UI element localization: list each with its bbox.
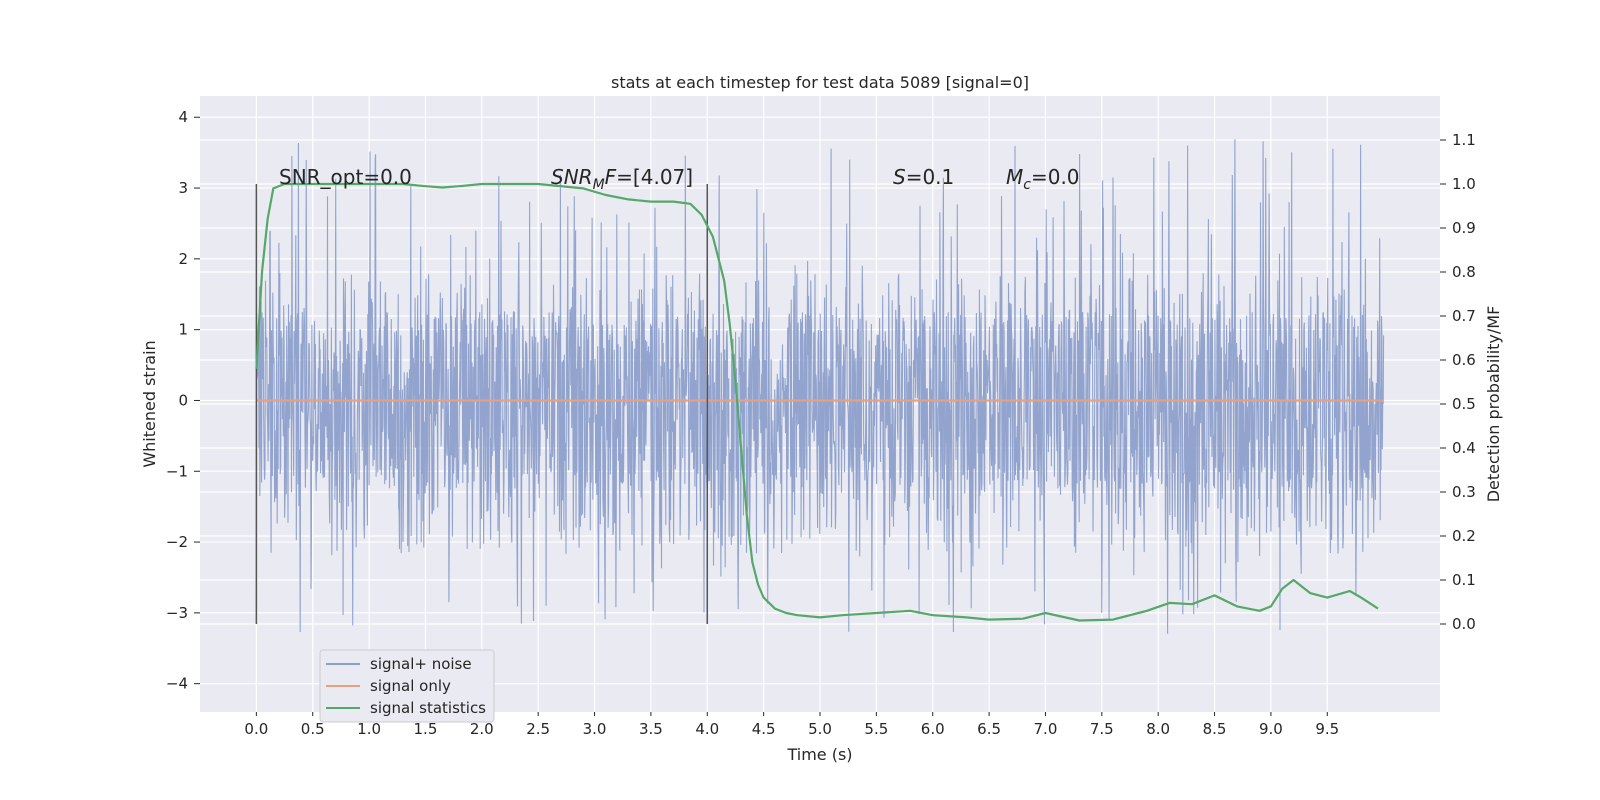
y2-tick-label-0: 1.1 <box>1452 131 1476 149</box>
annotation-mc-value: =0.0 <box>1031 165 1080 189</box>
y-tick-label-5: −1 <box>166 462 188 480</box>
noise-series <box>255 139 1385 634</box>
legend-entry-noise: signal+ noise <box>370 655 472 673</box>
y2-tick-label-8: 0.3 <box>1452 483 1476 501</box>
y-tick-label-1: 3 <box>178 179 188 197</box>
x-tick-label-10: 5.0 <box>808 720 832 738</box>
x-tick-label-12: 6.0 <box>921 720 945 738</box>
x-tick-label-15: 7.5 <box>1090 720 1114 738</box>
y2-tick-labels: 1.1 1.0 0.9 0.8 0.7 0.6 0.5 0.4 0.3 0.2 0.1 0.0 <box>1440 131 1476 633</box>
x-tick-label-11: 5.5 <box>864 720 888 738</box>
legend: signal+ noise signal only signal statist… <box>319 649 495 723</box>
y2-tick-label-3: 0.8 <box>1452 263 1476 281</box>
y-tick-label-0: 4 <box>178 108 188 126</box>
x-tick-label-9: 4.5 <box>752 720 776 738</box>
x-tick-label-4: 2.0 <box>470 720 494 738</box>
legend-box <box>319 649 495 723</box>
y-axis-label: Whitened strain <box>140 340 159 467</box>
annotation-snr-mf-f: F <box>605 165 617 189</box>
annotation-mc-main: M <box>1006 165 1023 189</box>
x-tick-label-14: 7.0 <box>1034 720 1058 738</box>
y2-tick-label-10: 0.1 <box>1452 571 1476 589</box>
y-tick-label-8: −4 <box>166 675 188 693</box>
y2-tick-label-1: 1.0 <box>1452 175 1476 193</box>
annotation-snr-mf-sub: M <box>593 177 605 193</box>
y-tick-label-4: 0 <box>178 391 188 409</box>
y-tick-label-2: 2 <box>178 250 188 268</box>
y2-tick-label-9: 0.2 <box>1452 527 1476 545</box>
y-tick-label-6: −2 <box>166 533 188 551</box>
x-tick-label-0: 0.0 <box>244 720 268 738</box>
noise-trace <box>255 139 1385 634</box>
y2-tick-label-7: 0.4 <box>1452 439 1476 457</box>
x-tick-label-6: 3.0 <box>583 720 607 738</box>
y2-tick-label-4: 0.7 <box>1452 307 1476 325</box>
x-tick-label-19: 9.5 <box>1315 720 1339 738</box>
stats-trace <box>255 182 1379 622</box>
y2-tick-label-2: 0.9 <box>1452 219 1476 237</box>
y-tick-labels: 4 3 2 1 0 −1 −2 −3 −4 <box>166 108 200 693</box>
annotation-snr-opt: SNR_opt=0.0 <box>279 165 412 189</box>
annotation-mc: Mc=0.0 <box>1006 165 1080 193</box>
y2-tick-label-6: 0.5 <box>1452 395 1476 413</box>
annotation-mc-sub: c <box>1023 177 1031 193</box>
annotation-snr-mf-value: =[4.07] <box>616 165 693 189</box>
x-tick-label-13: 6.5 <box>977 720 1001 738</box>
x-tick-label-7: 3.5 <box>639 720 663 738</box>
x-tick-label-17: 8.5 <box>1203 720 1227 738</box>
annotation-snr-mf: SNRMF=[4.07] <box>551 165 693 193</box>
x-tick-labels: 0.0 0.5 1.0 1.5 2.0 2.5 3.0 3.5 4.0 4.5 5.0 5.5 6.0 6… <box>244 712 1339 738</box>
annotation-s-value: =0.1 <box>906 165 955 189</box>
x-tick-label-3: 1.5 <box>414 720 438 738</box>
x-tick-label-16: 8.0 <box>1146 720 1170 738</box>
y2-axis-label: Detection probability/MF <box>1484 306 1503 503</box>
annotation-s-main: S <box>893 165 906 189</box>
y-tick-label-3: 1 <box>178 321 188 339</box>
time-markers <box>255 184 709 624</box>
chart-title: stats at each timestep for test data 508… <box>611 73 1029 92</box>
annotation-s: S=0.1 <box>893 165 954 189</box>
annotations: SNR_opt=0.0 SNRMF=[4.07] S=0.1 Mc=0.0 <box>279 165 1080 193</box>
stats-series <box>255 182 1379 622</box>
x-tick-label-18: 9.0 <box>1259 720 1283 738</box>
y2-tick-label-11: 0.0 <box>1452 615 1476 633</box>
x-tick-label-5: 2.5 <box>526 720 550 738</box>
legend-entry-signal: signal only <box>370 677 451 695</box>
x-tick-label-8: 4.0 <box>695 720 719 738</box>
y-tick-label-7: −3 <box>166 604 188 622</box>
x-tick-label-2: 1.0 <box>357 720 381 738</box>
x-axis-label: Time (s) <box>786 745 852 764</box>
annotation-snr-mf-main: SNR <box>551 165 593 189</box>
x-tick-label-1: 0.5 <box>301 720 325 738</box>
y2-tick-label-5: 0.6 <box>1452 351 1476 369</box>
legend-entry-stats: signal statistics <box>370 699 486 717</box>
